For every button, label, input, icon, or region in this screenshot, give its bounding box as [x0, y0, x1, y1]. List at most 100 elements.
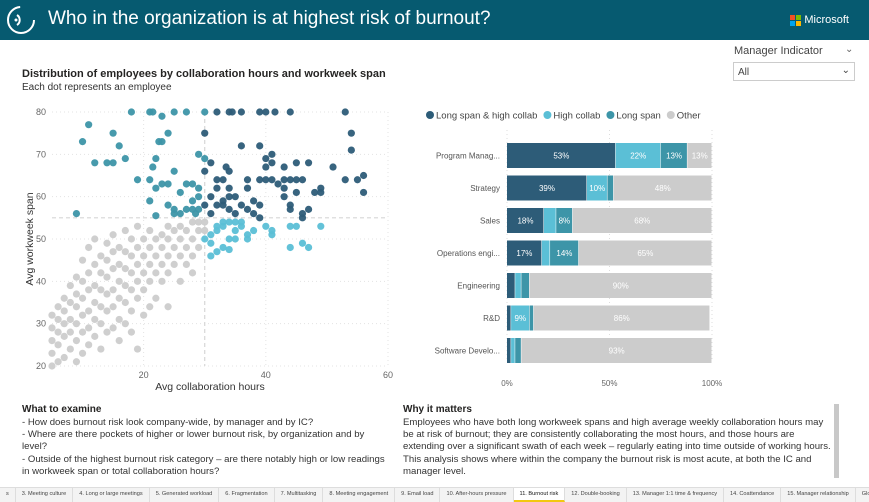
scatter-point — [121, 226, 129, 235]
scatter-point — [97, 252, 105, 260]
scatter-point — [66, 345, 74, 353]
page-tab[interactable]: 15. Manager relationship — [781, 488, 856, 502]
page-tab[interactable]: 12. Double-booking — [565, 488, 627, 502]
scatter-point — [359, 171, 368, 180]
scatter-point — [201, 218, 209, 226]
scatter-point — [268, 176, 276, 184]
page-tab[interactable]: 13. Manager 1:1 time & frequency — [627, 488, 725, 502]
slicer-collapse-icon[interactable]: ⌄ — [845, 44, 854, 55]
scatter-point — [48, 311, 56, 319]
scatter-point — [176, 235, 184, 243]
scatter-point — [237, 108, 245, 116]
scatter-point — [78, 311, 87, 319]
scatter-point — [182, 180, 190, 188]
page-tab[interactable]: 3. Meeting culture — [16, 488, 74, 502]
scatter-point — [133, 243, 142, 252]
scatter-point — [182, 260, 190, 268]
scatter-point — [262, 176, 270, 184]
scatter-point — [164, 180, 172, 188]
page-tab[interactable]: 10. After-hours pressure — [440, 488, 514, 502]
bar-segment — [660, 143, 687, 168]
scatter-point — [97, 345, 105, 353]
data-label: 93% — [609, 347, 625, 356]
scatter-point — [85, 341, 93, 349]
scatter-point — [60, 320, 68, 328]
page-tab[interactable]: 4. Long or large meetings — [73, 488, 150, 502]
scatter-point — [127, 307, 136, 315]
scatter-point — [152, 269, 160, 277]
scatter-point — [140, 269, 148, 277]
scatter-point — [60, 307, 68, 315]
scatter-point — [78, 294, 87, 302]
scatter-point — [170, 167, 178, 175]
scatter-point — [188, 218, 197, 226]
x-tick-label: 60 — [383, 370, 393, 380]
scatter-point — [72, 320, 81, 328]
page-tabs: s 3. Meeting culture 4. Long or large meet… — [0, 487, 869, 502]
scatter-point — [121, 265, 129, 273]
scatter-point — [195, 226, 203, 235]
scatter-point — [298, 176, 307, 184]
scatter-point — [329, 163, 337, 171]
scatter-point — [127, 108, 136, 116]
scatter-point — [262, 108, 270, 116]
data-label: 90% — [613, 282, 629, 291]
page-tab[interactable]: Glossary — [856, 488, 869, 502]
bar-segment — [607, 175, 614, 201]
data-label: 17% — [516, 249, 532, 258]
scatter-point — [146, 277, 154, 285]
page-tab[interactable]: 14. Coattendance — [724, 488, 782, 502]
page-tab[interactable]: 5. Generated workload — [150, 488, 220, 502]
scatter-point — [91, 298, 99, 307]
scatter-point — [201, 226, 209, 235]
scatter-point — [201, 154, 209, 163]
scatter-point — [164, 201, 172, 209]
scatter-point — [304, 243, 313, 252]
page-tab[interactable]: 11. Burnout risk — [513, 488, 566, 502]
scatter-point — [48, 337, 56, 345]
scatter-point — [115, 260, 123, 268]
page-tab[interactable]: 6. Fragmentation — [219, 488, 275, 502]
scatter-point — [103, 307, 111, 315]
scatter-point — [127, 235, 136, 243]
scatter-point — [347, 146, 355, 154]
scatter-point — [201, 235, 209, 243]
scatter-point — [60, 353, 68, 362]
scatter-point — [231, 210, 239, 218]
data-label: 18% — [517, 217, 533, 226]
scatter-point — [225, 218, 233, 226]
scatter-point — [188, 197, 197, 205]
page-tab[interactable]: 7. Multitasking — [275, 488, 324, 502]
scatter-point — [85, 286, 93, 294]
scatter-point — [347, 129, 355, 137]
scatter-point — [109, 286, 117, 294]
scatter-point — [256, 142, 264, 150]
scatter-point — [97, 320, 105, 328]
scatter-point — [72, 210, 81, 218]
page-tab[interactable]: s — [0, 488, 16, 502]
data-label: 8% — [559, 217, 571, 226]
scatter-point — [188, 269, 197, 277]
scatter-point — [54, 303, 62, 311]
scatter-point — [127, 252, 136, 260]
scatter-point — [91, 235, 99, 243]
scatter-point — [115, 294, 123, 302]
scatter-point — [152, 184, 160, 192]
scatter-point — [85, 324, 93, 332]
scatter-point — [48, 349, 56, 357]
scatter-point — [152, 154, 160, 163]
scatter-point — [91, 281, 99, 290]
data-label: 48% — [655, 184, 671, 193]
scatter-point — [280, 193, 288, 201]
page-tab[interactable]: 8. Meeting engagement — [323, 488, 396, 502]
scrollbar[interactable] — [834, 404, 839, 478]
scatter-point — [292, 222, 300, 230]
page-tab[interactable]: 9. Email load — [395, 488, 441, 502]
scatter-point — [133, 345, 142, 353]
scatter-point — [225, 245, 233, 254]
scatter-point — [140, 235, 148, 243]
manager-indicator-dropdown[interactable]: All ⌄ — [733, 62, 855, 81]
scatter-point — [213, 248, 221, 256]
bar-segment — [533, 305, 710, 331]
page-title: Who in the organization is at highest ri… — [48, 8, 491, 29]
